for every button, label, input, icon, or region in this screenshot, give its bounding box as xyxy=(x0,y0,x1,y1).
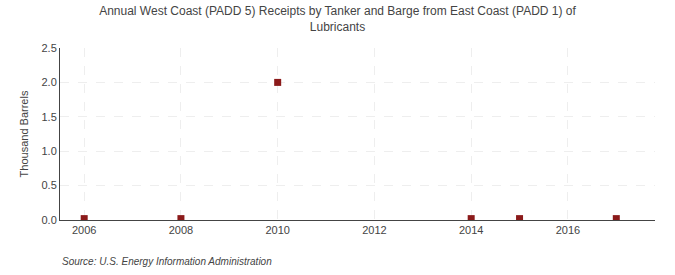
svg-text:0.5: 0.5 xyxy=(42,179,57,191)
svg-text:2014: 2014 xyxy=(459,224,483,236)
svg-text:2010: 2010 xyxy=(265,224,289,236)
svg-text:2.5: 2.5 xyxy=(42,42,57,54)
svg-text:2006: 2006 xyxy=(72,224,96,236)
svg-text:2012: 2012 xyxy=(362,224,386,236)
svg-text:1.5: 1.5 xyxy=(42,111,57,123)
svg-text:2016: 2016 xyxy=(556,224,580,236)
svg-text:2.0: 2.0 xyxy=(42,76,57,88)
svg-text:Source: U.S. Energy Informatio: Source: U.S. Energy Information Administ… xyxy=(62,256,272,267)
svg-text:Annual West Coast (PADD 5) Rec: Annual West Coast (PADD 5) Receipts by T… xyxy=(99,4,576,34)
svg-text:2008: 2008 xyxy=(169,224,193,236)
svg-text:1.0: 1.0 xyxy=(42,145,57,157)
svg-text:Thousand Barrels: Thousand Barrels xyxy=(18,90,30,177)
svg-text:0.0: 0.0 xyxy=(42,214,57,226)
